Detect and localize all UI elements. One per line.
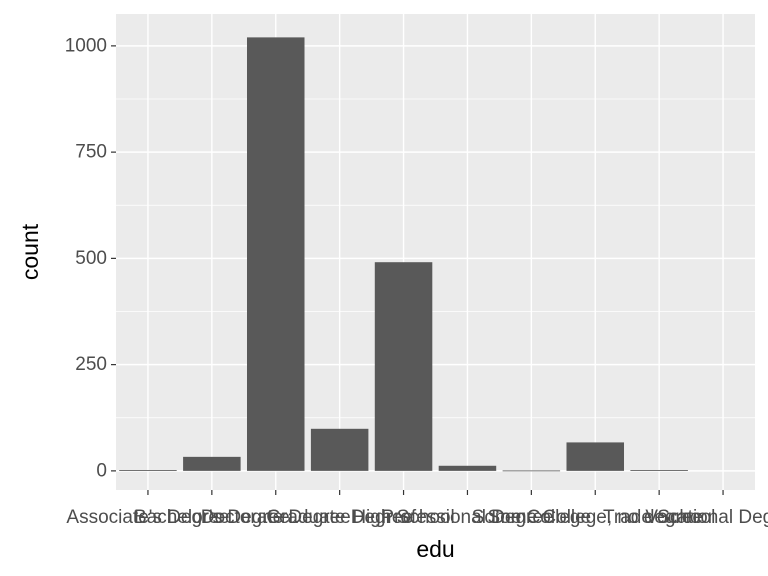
bar-associate-s-degree	[119, 470, 177, 471]
bar-graduate-degree	[310, 428, 369, 471]
y-tick-label: 1000	[65, 35, 107, 56]
bar-doctorate-degree	[246, 37, 305, 471]
y-tick-label: 250	[75, 354, 107, 375]
x-tick-label: Associate's Degree	[66, 507, 229, 528]
grid-major	[116, 14, 755, 490]
grid-minor	[116, 98, 755, 419]
x-tick-label: Doctorate Degree	[201, 507, 351, 528]
y-axis: 0 250 500 750 1000	[65, 35, 116, 481]
x-tick-label: Professional Degree	[381, 507, 553, 528]
x-tick-label: Vocational Degree	[645, 507, 768, 528]
x-tick-label: High School	[352, 507, 454, 528]
bar-high-school	[374, 262, 433, 471]
bar-some-college	[502, 470, 561, 472]
y-tick-label: 500	[75, 248, 107, 269]
x-tick-label: Trade School	[603, 507, 715, 528]
x-tick-label: Graduate Degree	[266, 507, 413, 528]
bars	[119, 37, 688, 472]
x-tick-label: Some College	[472, 507, 591, 528]
x-tick-label: Some College, no degree	[488, 507, 703, 528]
x-axis-title: edu	[416, 536, 454, 562]
bar-some-college-no-degree	[566, 442, 625, 471]
bar-professional-degree	[438, 465, 497, 471]
x-tick-label: Bachelor's Degree	[134, 507, 290, 528]
y-tick-label: 0	[96, 460, 107, 481]
y-axis-title: count	[17, 223, 43, 280]
y-tick-label: 750	[75, 142, 107, 163]
bar-bachelor-s-degree	[183, 456, 241, 471]
bar-trade-school	[630, 470, 688, 471]
plot-panel	[116, 14, 755, 490]
